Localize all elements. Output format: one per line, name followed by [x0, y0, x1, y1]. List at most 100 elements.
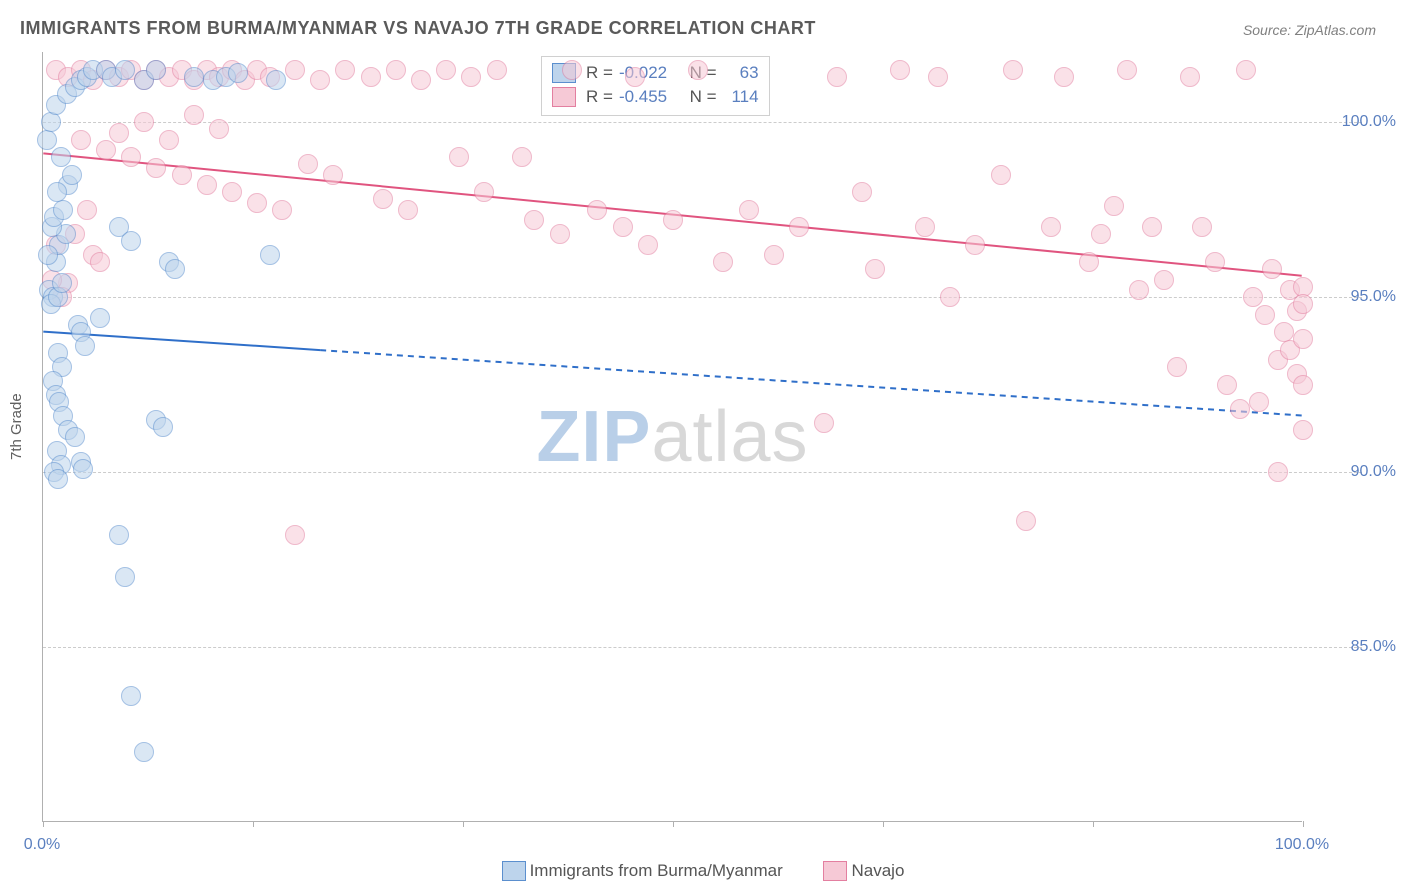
- point-burma: [266, 70, 286, 90]
- point-burma: [37, 130, 57, 150]
- series-legend: Immigrants from Burma/Myanmar Navajo: [0, 861, 1406, 886]
- point-navajo: [1192, 217, 1212, 237]
- gridline-h: [43, 297, 1362, 298]
- point-navajo: [184, 105, 204, 125]
- point-burma: [41, 112, 61, 132]
- x-tick-label: 100.0%: [1275, 836, 1329, 854]
- watermark: ZIPatlas: [536, 396, 808, 478]
- watermark-zip: ZIP: [536, 397, 651, 477]
- legend-item-blue: Immigrants from Burma/Myanmar: [502, 861, 783, 881]
- point-navajo: [90, 252, 110, 272]
- y-tick-label: 85.0%: [1351, 638, 1396, 656]
- point-navajo: [587, 200, 607, 220]
- point-navajo: [928, 67, 948, 87]
- legend-n-label: N =: [685, 85, 717, 109]
- point-navajo: [1129, 280, 1149, 300]
- point-navajo: [71, 130, 91, 150]
- point-burma: [115, 60, 135, 80]
- point-navajo: [625, 67, 645, 87]
- watermark-atlas: atlas: [651, 397, 808, 477]
- point-burma: [260, 245, 280, 265]
- point-navajo: [852, 182, 872, 202]
- point-navajo: [1154, 270, 1174, 290]
- point-navajo: [890, 60, 910, 80]
- point-navajo: [1236, 60, 1256, 80]
- point-navajo: [965, 235, 985, 255]
- chart-title: IMMIGRANTS FROM BURMA/MYANMAR VS NAVAJO …: [20, 18, 816, 39]
- point-navajo: [524, 210, 544, 230]
- scatter-plot-area: ZIPatlas R = -0.022 N = 63R = -0.455 N =…: [42, 52, 1302, 822]
- point-navajo: [1255, 305, 1275, 325]
- x-tick: [673, 821, 674, 827]
- point-burma: [146, 60, 166, 80]
- point-navajo: [638, 235, 658, 255]
- source-label: Source: ZipAtlas.com: [1243, 22, 1376, 38]
- point-navajo: [109, 123, 129, 143]
- point-navajo: [739, 200, 759, 220]
- legend-r-label: R =: [586, 61, 613, 85]
- legend-label-blue: Immigrants from Burma/Myanmar: [530, 861, 783, 881]
- point-navajo: [814, 413, 834, 433]
- point-navajo: [398, 200, 418, 220]
- point-burma: [62, 165, 82, 185]
- point-navajo: [461, 67, 481, 87]
- point-navajo: [613, 217, 633, 237]
- point-navajo: [1293, 375, 1313, 395]
- point-navajo: [172, 165, 192, 185]
- point-burma: [165, 259, 185, 279]
- point-navajo: [310, 70, 330, 90]
- point-navajo: [474, 182, 494, 202]
- legend-swatch: [552, 87, 576, 107]
- point-navajo: [272, 200, 292, 220]
- gridline-h: [43, 647, 1362, 648]
- point-navajo: [134, 112, 154, 132]
- y-tick-label: 100.0%: [1342, 113, 1396, 131]
- point-navajo: [1079, 252, 1099, 272]
- point-navajo: [991, 165, 1011, 185]
- point-navajo: [1293, 329, 1313, 349]
- point-navajo: [197, 175, 217, 195]
- point-burma: [75, 336, 95, 356]
- point-navajo: [1180, 67, 1200, 87]
- point-navajo: [562, 60, 582, 80]
- point-navajo: [1041, 217, 1061, 237]
- point-navajo: [1249, 392, 1269, 412]
- point-navajo: [77, 200, 97, 220]
- point-navajo: [940, 287, 960, 307]
- y-tick-label: 95.0%: [1351, 288, 1396, 306]
- point-burma: [134, 742, 154, 762]
- point-navajo: [487, 60, 507, 80]
- gridline-h: [43, 472, 1362, 473]
- point-navajo: [159, 130, 179, 150]
- x-tick-label: 0.0%: [24, 836, 60, 854]
- legend-row: R = -0.022 N = 63: [552, 61, 759, 85]
- point-burma: [121, 231, 141, 251]
- point-burma: [90, 308, 110, 328]
- point-navajo: [209, 119, 229, 139]
- point-navajo: [512, 147, 532, 167]
- point-navajo: [1117, 60, 1137, 80]
- point-navajo: [1268, 462, 1288, 482]
- point-navajo: [323, 165, 343, 185]
- point-burma: [153, 417, 173, 437]
- point-navajo: [1243, 287, 1263, 307]
- point-burma: [73, 459, 93, 479]
- point-navajo: [865, 259, 885, 279]
- point-navajo: [827, 67, 847, 87]
- point-navajo: [411, 70, 431, 90]
- point-burma: [121, 686, 141, 706]
- x-tick: [1093, 821, 1094, 827]
- y-tick-label: 90.0%: [1351, 463, 1396, 481]
- legend-r-label: R =: [586, 85, 613, 109]
- legend-label-pink: Navajo: [851, 861, 904, 881]
- y-axis-label: 7th Grade: [8, 393, 25, 460]
- point-navajo: [436, 60, 456, 80]
- point-navajo: [663, 210, 683, 230]
- point-navajo: [373, 189, 393, 209]
- point-navajo: [247, 193, 267, 213]
- point-burma: [228, 63, 248, 83]
- point-navajo: [764, 245, 784, 265]
- legend-swatch-pink: [823, 861, 847, 881]
- point-navajo: [449, 147, 469, 167]
- point-navajo: [96, 140, 116, 160]
